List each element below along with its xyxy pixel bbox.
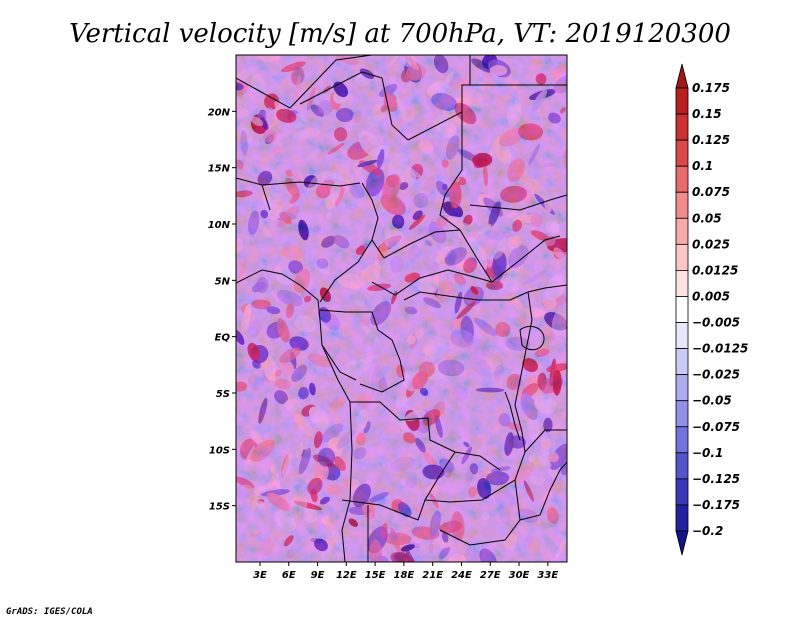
chart-title: Vertical velocity [m/s] at 700hPa, VT: 2… [69, 19, 731, 49]
x-tick-label: 30E [509, 570, 530, 581]
colorbar-label: −0.005 [692, 316, 740, 330]
colorbar-label: 0.025 [692, 237, 730, 251]
border-car-south [371, 269, 493, 296]
border-chad-west [361, 182, 385, 259]
border-zimbabwe [439, 479, 521, 546]
x-tick-label: 3E [253, 570, 267, 581]
y-tick-label: 20N [208, 107, 231, 118]
border-libya-algeria [236, 55, 373, 109]
x-tick-label: 21E [422, 570, 443, 581]
colorbar-swatch [675, 191, 689, 219]
border-car-north [383, 229, 461, 259]
colorbar-swatch [675, 478, 689, 506]
colorbar-label: 0.075 [692, 185, 730, 199]
border-gabon-congo [321, 344, 357, 381]
y-tick-label: 10N [208, 220, 231, 231]
map-frame [235, 54, 568, 563]
x-tick-label: 24E [451, 570, 472, 581]
grads-credit: GrADS: IGES/COLA [6, 607, 93, 617]
colorbar-swatch [675, 400, 689, 428]
border-uganda-kenya [527, 284, 567, 293]
colorbar-label: −0.125 [692, 472, 740, 486]
colorbar-label: −0.05 [692, 394, 732, 408]
colorbar-label: 0.125 [692, 133, 730, 147]
colorbar-swatch [675, 165, 689, 193]
coastline-gulf-guinea [236, 269, 353, 562]
colorbar-swatch [675, 243, 689, 271]
border-ethiopia [469, 194, 567, 211]
colorbar-label: −0.075 [692, 420, 740, 434]
border-congo-drc [359, 329, 405, 393]
x-tick-label: 27E [480, 570, 501, 581]
colorbar-label: 0.05 [692, 211, 722, 225]
border-cameroon-gabon [319, 309, 379, 331]
colorbar-label: −0.175 [692, 498, 740, 512]
x-tick-label: 12E [336, 570, 357, 581]
y-tick-label: 15N [208, 164, 231, 175]
colorbar-swatch [675, 348, 689, 376]
country-borders [236, 55, 567, 562]
colorbar-label: 0.005 [692, 289, 730, 303]
colorbar-swatch [675, 139, 689, 167]
map-panel [235, 54, 568, 563]
y-tick-label: EQ [215, 333, 231, 344]
border-drc-north [403, 291, 529, 301]
colorbar-swatch [675, 296, 689, 323]
lake-victoria [519, 325, 545, 351]
border-drc-east [514, 291, 533, 453]
colorbar-label: 0.175 [692, 81, 730, 95]
colorbar-label: 0.15 [692, 107, 722, 121]
noise-texture [236, 55, 567, 562]
x-tick-label: 6E [282, 570, 296, 581]
border-niger-north [299, 71, 409, 141]
colorbar-swatch [675, 270, 689, 297]
colorbar-top-arrow [675, 63, 689, 89]
x-tick-label: 15E [365, 570, 386, 581]
border-chad-sudan [439, 112, 493, 283]
y-tick-label: 15S [209, 502, 230, 513]
border-mali-niger [236, 177, 271, 211]
border-angola-namibia [341, 499, 426, 521]
colorbar-swatch [675, 374, 689, 402]
colorbar-swatch [675, 322, 689, 349]
x-tick-label: 9E [311, 570, 325, 581]
colorbar-swatch [675, 87, 689, 115]
border-tanzania [524, 429, 567, 453]
border-niger-nigeria [261, 181, 361, 187]
colorbar-label: 0.0125 [692, 263, 738, 277]
y-tick-label: 5S [216, 389, 230, 400]
colorbar-label: −0.025 [692, 368, 740, 382]
colorbar: 0.175 0.15 0.125 0.1 0.075 0.05 0.025 0.0125 0.0… [675, 63, 748, 556]
border-mozambique [519, 461, 567, 521]
colorbar-swatch [675, 452, 689, 480]
colorbar-label: −0.1 [692, 446, 723, 460]
y-axis: 20N 15N 10N 5N EQ 5S 10S 15S [208, 107, 236, 513]
y-tick-label: 10S [209, 445, 230, 456]
colorbar-swatch [675, 426, 689, 454]
velocity-field [236, 55, 567, 562]
x-tick-label: 18E [394, 570, 415, 581]
colorbar-swatch [675, 113, 689, 141]
border-sudan-southsudan [491, 235, 561, 283]
colorbar-label: −0.2 [692, 524, 723, 538]
colorbar-swatch [675, 217, 689, 245]
x-axis: 3E 6E 9E 12E 15E 18E 21E 24E 27E 30E 33E [253, 562, 558, 581]
lake-tanganyika [504, 391, 521, 441]
colorbar-label: 0.1 [692, 159, 713, 173]
colorbar-bottom-arrow [675, 530, 689, 556]
y-tick-label: 5N [215, 276, 231, 287]
colorbar-label: −0.0125 [692, 342, 748, 356]
colorbar-swatch [675, 504, 689, 532]
border-angola-drc [350, 401, 501, 471]
border-nigeria-cameroon [319, 239, 373, 303]
x-tick-label: 33E [537, 570, 558, 581]
border-chad-north [407, 55, 471, 141]
